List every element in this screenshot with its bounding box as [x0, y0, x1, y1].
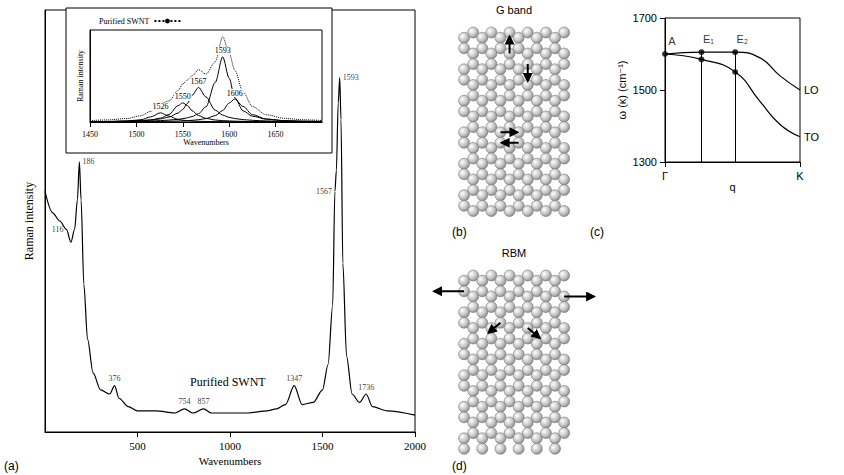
svg-text:1500: 1500: [128, 130, 144, 139]
svg-text:500: 500: [129, 440, 146, 452]
svg-text:1567: 1567: [316, 187, 332, 196]
svg-text:LO: LO: [804, 84, 819, 96]
svg-text:Raman intensity: Raman intensity: [22, 182, 36, 260]
svg-text:1600: 1600: [221, 130, 237, 139]
svg-text:1606: 1606: [227, 89, 243, 98]
svg-text:Purified SWNT: Purified SWNT: [99, 17, 150, 26]
svg-text:186: 186: [82, 157, 94, 166]
svg-text:Γ: Γ: [662, 170, 668, 182]
svg-text:(a): (a): [4, 459, 19, 473]
svg-text:K: K: [796, 170, 804, 182]
svg-text:1526: 1526: [153, 102, 169, 111]
svg-text:1000: 1000: [219, 440, 242, 452]
svg-text:Wavenumbers: Wavenumbers: [199, 455, 262, 467]
svg-text:(b): (b): [452, 225, 467, 239]
svg-text:G band: G band: [496, 4, 532, 16]
svg-text:q: q: [729, 181, 735, 193]
svg-text:ω (κ) (cm⁻¹): ω (κ) (cm⁻¹): [616, 61, 628, 120]
svg-text:1593: 1593: [215, 46, 231, 55]
svg-text:Wavenumbers: Wavenumbers: [183, 138, 229, 147]
svg-text:(c): (c): [590, 225, 604, 239]
svg-text:1650: 1650: [268, 130, 284, 139]
svg-text:(d): (d): [452, 459, 467, 473]
svg-text:376: 376: [109, 374, 121, 383]
svg-text:1347: 1347: [286, 374, 302, 383]
svg-text:754: 754: [178, 397, 190, 406]
svg-text:116: 116: [52, 225, 64, 234]
svg-text:1550: 1550: [175, 130, 191, 139]
svg-text:1500: 1500: [633, 84, 657, 96]
svg-text:1550: 1550: [175, 92, 191, 101]
svg-text:RBM: RBM: [502, 247, 526, 259]
svg-text:E₁: E₁: [703, 33, 714, 45]
svg-text:2000: 2000: [404, 440, 427, 452]
svg-text:1567: 1567: [191, 77, 207, 86]
svg-text:E₂: E₂: [736, 33, 748, 45]
svg-text:A: A: [668, 35, 676, 47]
svg-text:1450: 1450: [82, 130, 98, 139]
svg-text:1593: 1593: [343, 73, 359, 82]
svg-text:857: 857: [198, 397, 210, 406]
svg-text:Purified SWNT: Purified SWNT: [190, 375, 266, 389]
svg-text:TO: TO: [804, 131, 820, 143]
svg-text:Raman intensity: Raman intensity: [76, 50, 85, 102]
svg-text:1300: 1300: [633, 156, 657, 168]
svg-text:1700: 1700: [633, 12, 657, 24]
svg-text:1500: 1500: [312, 440, 335, 452]
svg-text:1736: 1736: [358, 383, 374, 392]
